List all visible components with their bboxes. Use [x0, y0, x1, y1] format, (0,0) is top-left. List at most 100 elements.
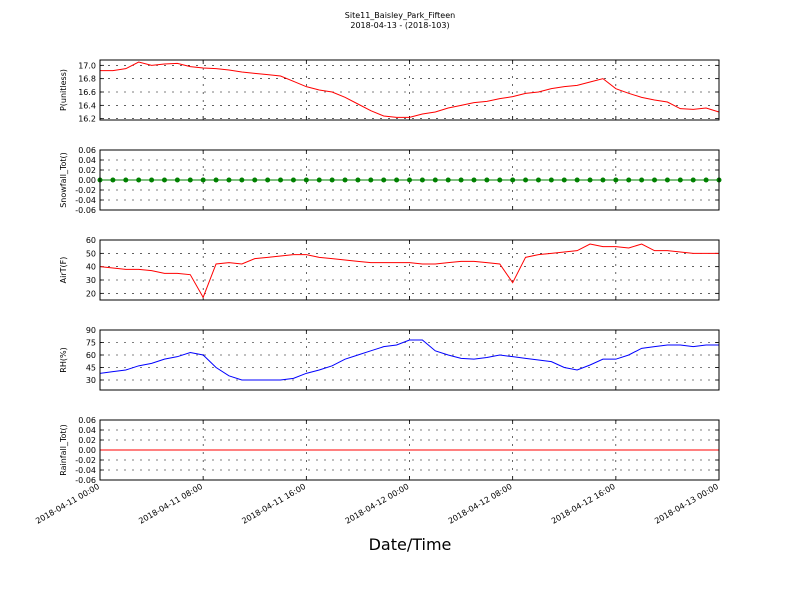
x-tick-label: 2018-04-12 00:00: [344, 482, 411, 526]
y-tick-label: -0.04: [75, 466, 96, 475]
y-tick-label: 60: [86, 236, 96, 245]
marker: [664, 177, 670, 183]
marker: [123, 177, 129, 183]
y-tick-label: 20: [86, 289, 96, 298]
marker: [329, 177, 335, 183]
y-tick-label: 0.00: [78, 446, 96, 455]
marker: [136, 177, 142, 183]
marker: [265, 177, 271, 183]
marker: [510, 177, 516, 183]
marker: [626, 177, 632, 183]
marker: [407, 177, 412, 183]
y-tick-label: 30: [86, 376, 96, 385]
marker: [174, 177, 180, 183]
y-axis-label: AirT(F): [59, 257, 68, 284]
series-line: [99, 243, 719, 299]
marker: [548, 177, 554, 183]
x-tick-label: 2018-04-12 08:00: [447, 482, 514, 526]
y-tick-label: 16.6: [78, 88, 96, 97]
x-tick-label: 2018-04-11 00:00: [34, 482, 101, 526]
y-tick-label: 0.06: [78, 146, 96, 155]
marker: [161, 177, 167, 183]
marker: [342, 177, 348, 183]
marker: [600, 177, 606, 183]
marker: [200, 177, 206, 183]
marker: [226, 177, 232, 183]
marker: [703, 177, 709, 183]
marker: [652, 177, 658, 183]
y-tick-label: 0.02: [78, 166, 96, 175]
marker: [432, 177, 438, 183]
y-tick-label: -0.06: [75, 206, 96, 215]
marker: [303, 177, 309, 183]
y-tick-label: 0.00: [78, 176, 96, 185]
marker: [445, 177, 451, 183]
x-tick-label: 2018-04-11 16:00: [240, 482, 307, 526]
y-tick-label: 45: [86, 364, 96, 373]
marker: [239, 177, 245, 183]
y-tick-label: 0.04: [78, 156, 96, 165]
plot-frame: [99, 59, 720, 121]
marker: [535, 177, 541, 183]
y-tick-label: 0.02: [78, 436, 96, 445]
chart-title: Site11_Baisley_Park_Fifteen: [345, 11, 455, 20]
y-axis-label: Snowfall_Tot(): [59, 152, 68, 208]
marker: [587, 177, 593, 183]
plot-frame: [99, 239, 720, 301]
y-tick-label: -0.04: [75, 196, 96, 205]
marker: [213, 177, 219, 183]
y-tick-label: -0.02: [75, 186, 96, 195]
marker: [187, 177, 193, 183]
y-tick-label: 40: [86, 263, 96, 272]
marker: [690, 177, 696, 183]
plot-frame: [99, 419, 720, 481]
marker: [523, 177, 529, 183]
marker: [484, 177, 490, 183]
x-tick-label: 2018-04-11 08:00: [137, 482, 204, 526]
marker: [639, 177, 645, 183]
x-axis-label: Date/Time: [369, 535, 452, 554]
marker: [290, 177, 296, 183]
y-tick-label: 30: [86, 276, 96, 285]
y-axis-label: P(unitless): [59, 69, 68, 111]
marker: [458, 177, 464, 183]
y-tick-label: 90: [86, 326, 96, 335]
marker: [368, 177, 374, 183]
y-tick-label: 0.06: [78, 416, 96, 425]
x-tick-label: 2018-04-13 00:00: [653, 482, 720, 526]
y-tick-label: 50: [86, 249, 96, 258]
x-tick-label: 2018-04-12 16:00: [550, 482, 617, 526]
y-tick-label: 17.0: [78, 61, 96, 70]
y-axis-label: RH(%): [59, 347, 68, 372]
marker: [561, 177, 567, 183]
marker: [497, 177, 503, 183]
marker: [471, 177, 477, 183]
series-line: [99, 339, 719, 381]
marker: [677, 177, 683, 183]
marker: [252, 177, 258, 183]
y-tick-label: 16.2: [78, 115, 96, 124]
y-tick-label: 16.8: [78, 75, 96, 84]
marker: [149, 177, 155, 183]
marker: [110, 177, 116, 183]
marker: [381, 177, 387, 183]
chart-subtitle: 2018-04-13 - (2018-103): [350, 21, 449, 30]
y-tick-label: -0.06: [75, 476, 96, 485]
y-axis-label: Rainfall_Tot(): [59, 424, 68, 476]
marker: [419, 177, 425, 183]
y-tick-label: 0.04: [78, 426, 96, 435]
y-tick-label: 60: [86, 351, 96, 360]
plot-frame: [99, 149, 720, 211]
marker: [355, 177, 361, 183]
series-line: [100, 61, 720, 118]
marker: [394, 177, 400, 183]
marker: [278, 177, 284, 183]
y-tick-label: 75: [86, 339, 96, 348]
y-tick-label: -0.02: [75, 456, 96, 465]
plot-frame: [99, 329, 720, 391]
y-tick-label: 16.4: [78, 101, 96, 110]
marker: [574, 177, 580, 183]
marker: [613, 177, 619, 183]
marker: [316, 177, 322, 183]
